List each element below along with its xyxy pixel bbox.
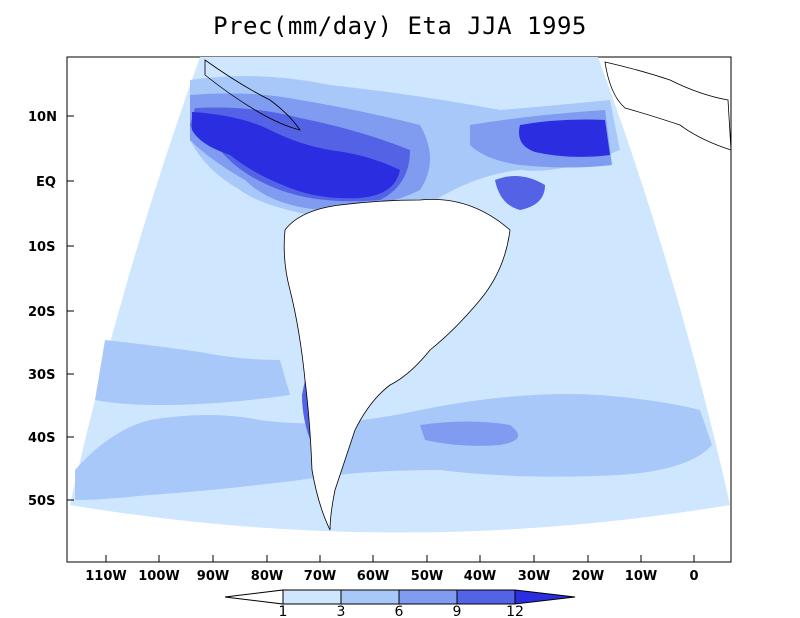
precip-band-12-plus-itcz	[495, 176, 545, 210]
africa-coastline	[604, 61, 732, 151]
precip-band-3-6-west	[95, 340, 290, 405]
colorbar	[224, 589, 576, 605]
precip-band-12-plus-atlantic	[519, 119, 610, 157]
lon-label-90w: 90W	[197, 569, 229, 584]
lon-label-70w: 70W	[304, 569, 336, 584]
lat-label-50s: 50S	[28, 494, 55, 509]
lon-label-30w: 30W	[518, 569, 550, 584]
lon-label-50w: 50W	[411, 569, 443, 584]
colorbar-above-12	[514, 589, 576, 605]
colorbar-tick-6: 6	[395, 604, 404, 618]
colorbar-tick-9: 9	[453, 604, 462, 618]
precip-band-3-6-southern	[75, 394, 712, 500]
colorbar-9-12	[456, 589, 516, 605]
lat-ticks	[67, 115, 74, 501]
lon-label-80w: 80W	[251, 569, 283, 584]
lat-label-30s: 30S	[28, 368, 55, 383]
precip-band-12-plus	[192, 112, 400, 199]
central-america-coastline	[204, 59, 301, 131]
lon-label-100w: 100W	[138, 569, 179, 584]
lon-label-60w: 60W	[357, 569, 389, 584]
lat-label-40s: 40S	[28, 431, 55, 446]
lat-label-10s: 10S	[28, 240, 55, 255]
lon-label-10w: 10W	[625, 569, 657, 584]
lon-ticks	[105, 555, 695, 562]
south-america-land	[283, 199, 511, 531]
lon-label-40w: 40W	[464, 569, 496, 584]
lat-label-10n: 10N	[28, 110, 57, 125]
colorbar-tick-12: 12	[506, 604, 524, 618]
colorbar-3-6	[340, 589, 400, 605]
lon-label-110w: 110W	[85, 569, 126, 584]
colorbar-tick-3: 3	[337, 604, 346, 618]
lat-label-eq: EQ	[36, 175, 56, 190]
lat-label-20s: 20S	[28, 305, 55, 320]
lon-label-0: 0	[689, 569, 698, 584]
colorbar-6-9	[398, 589, 458, 605]
map-title: Prec(mm/day) Eta JJA 1995	[213, 12, 587, 40]
colorbar-below-1	[224, 589, 284, 605]
colorbar-tick-1: 1	[279, 604, 288, 618]
precip-band-6-9-southern	[420, 421, 518, 446]
lon-label-20w: 20W	[572, 569, 604, 584]
colorbar-1-3	[282, 589, 342, 605]
